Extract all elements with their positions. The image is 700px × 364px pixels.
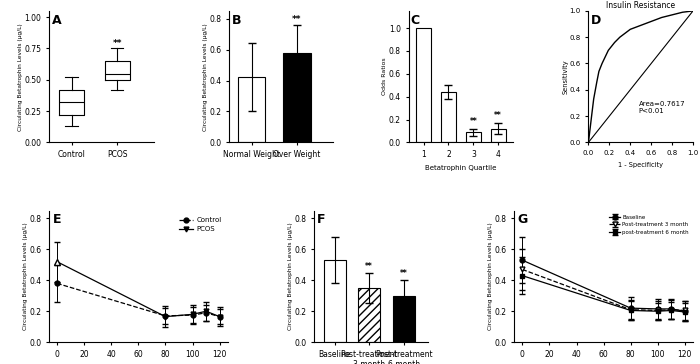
Bar — [441, 92, 456, 142]
Bar — [416, 28, 431, 142]
Legend: Control, PCOS: Control, PCOS — [176, 214, 224, 235]
Bar — [358, 288, 381, 342]
Text: **: ** — [365, 262, 373, 271]
Y-axis label: Circulating Betatrophin Levels (μg/L): Circulating Betatrophin Levels (μg/L) — [23, 222, 28, 330]
Text: G: G — [518, 213, 528, 226]
Bar — [393, 296, 415, 342]
Bar — [466, 132, 481, 142]
Y-axis label: Circulating Betatrophin Levels (μg/L): Circulating Betatrophin Levels (μg/L) — [203, 23, 208, 131]
Text: **: ** — [113, 39, 122, 48]
Legend: Baseline, Post-treatment 3 month, post-treatment 6 month: Baseline, Post-treatment 3 month, post-t… — [608, 214, 690, 236]
X-axis label: Betatrophin Quartile: Betatrophin Quartile — [425, 165, 496, 171]
Bar — [238, 78, 265, 142]
Text: C: C — [411, 13, 420, 27]
Text: **: ** — [400, 269, 407, 278]
Y-axis label: Odds Ratios: Odds Ratios — [382, 58, 388, 95]
Text: **: ** — [470, 117, 477, 126]
Bar — [323, 260, 346, 342]
Y-axis label: Sensitivity: Sensitivity — [562, 59, 568, 94]
Text: A: A — [52, 13, 62, 27]
X-axis label: 1 - Specificity: 1 - Specificity — [618, 162, 663, 167]
Text: D: D — [591, 13, 601, 27]
Title: Insulin Resistance: Insulin Resistance — [606, 1, 676, 10]
Text: **: ** — [293, 15, 302, 24]
Y-axis label: Circulating Betatrophin Levels (μg/L): Circulating Betatrophin Levels (μg/L) — [288, 222, 293, 330]
Text: F: F — [316, 213, 325, 226]
Text: E: E — [52, 213, 61, 226]
Y-axis label: Circulating Betatrophin Levels (μg/L): Circulating Betatrophin Levels (μg/L) — [488, 222, 493, 330]
Text: Area=0.7617
P<0.01: Area=0.7617 P<0.01 — [638, 102, 685, 114]
Bar — [491, 128, 505, 142]
Bar — [284, 53, 311, 142]
Text: **: ** — [494, 111, 502, 120]
Y-axis label: Circulating Betatrophin Levels (μg/L): Circulating Betatrophin Levels (μg/L) — [18, 23, 23, 131]
Text: B: B — [232, 13, 242, 27]
